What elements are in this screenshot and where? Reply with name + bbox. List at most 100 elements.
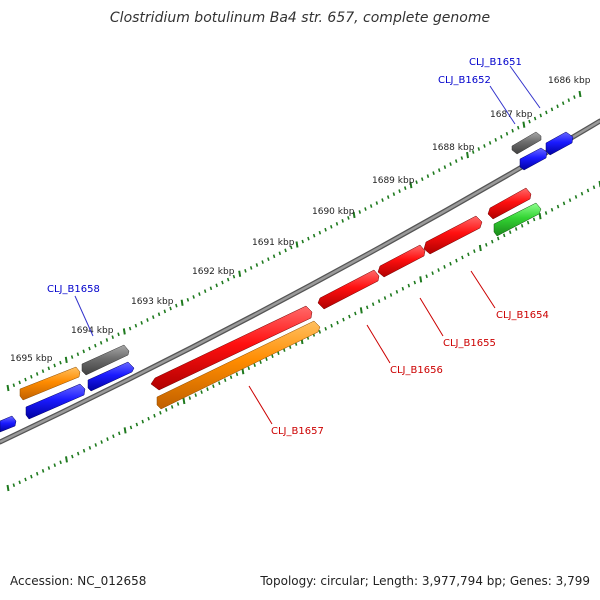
major-tick [122,328,126,335]
minor-tick [146,318,149,322]
genome-backbone [0,118,600,445]
minor-tick [461,255,464,260]
gene-blue[interactable] [0,415,17,433]
minor-tick [70,355,74,359]
minor-tick [163,309,167,314]
kbp-label: 1690 kbp [312,207,355,217]
minor-tick [471,150,475,154]
gene-red[interactable] [423,215,483,255]
gene-orange[interactable] [19,366,81,401]
minor-tick [253,363,256,368]
minor-tick [221,280,224,285]
map-title: Clostridium botulinum Ba4 str. 657, comp… [110,10,490,26]
gene-label-clj-b1655[interactable]: CLJ_B1655 [443,338,496,349]
kbp-scale: 1686 kbp 1687 kbp 1688 kbp 1689 kbp 1690… [10,76,591,364]
gene-gray[interactable] [511,131,542,155]
minor-tick [284,248,287,253]
minor-tick [267,257,270,261]
minor-tick [528,119,531,124]
minor-tick [209,286,213,291]
minor-tick [562,201,566,206]
minor-tick [255,263,259,267]
kbp-label: 1692 kbp [192,267,235,277]
minor-tick [580,191,584,196]
minor-tick [496,236,500,241]
kbp-label: 1691 kbp [252,238,295,248]
minor-tick [261,260,264,264]
minor-tick [94,443,98,447]
minor-tick [520,223,524,228]
minor-tick [539,113,542,118]
minor-tick [341,219,344,223]
minor-tick [550,207,554,212]
minor-tick [449,162,452,166]
major-tick [182,397,186,405]
minor-tick [511,128,514,133]
minor-tick [249,266,253,270]
gene-label-clj-b1651[interactable]: CLJ_B1651 [469,57,522,68]
gene-label-clj-b1652[interactable]: CLJ_B1652 [438,75,491,86]
minor-tick [169,306,172,311]
minor-tick [53,463,57,467]
minor-tick [140,321,143,325]
minor-tick [105,338,109,342]
major-tick [538,213,542,220]
gene-label-clj-b1656[interactable]: CLJ_B1656 [390,365,443,376]
minor-tick [198,292,201,296]
major-tick [409,181,413,189]
minor-tick [106,437,109,441]
minor-tick [386,195,390,199]
gene-blue[interactable] [25,383,86,420]
gene-label-clj-b1654[interactable]: CLJ_B1654 [496,310,549,321]
major-tick [359,307,363,314]
kbp-label: 1693 kbp [131,297,174,307]
minor-tick [401,286,405,291]
minor-tick [111,335,114,339]
minor-tick [392,192,396,196]
minor-tick [449,261,452,266]
gene-gray[interactable] [81,344,130,376]
minor-tick [568,198,572,202]
minor-tick [112,434,115,439]
minor-tick [443,165,447,169]
minor-tick [129,425,133,430]
minor-tick [12,483,16,487]
minor-tick [82,448,86,453]
minor-tick [135,422,139,427]
minor-tick [365,305,369,310]
minor-tick [592,185,596,190]
gene-red[interactable] [150,305,313,391]
gene-red[interactable] [317,269,380,310]
minor-tick [18,480,21,485]
minor-tick [277,351,280,355]
minor-tick [232,274,236,279]
gene-orange[interactable] [156,320,321,410]
gene-blue[interactable] [87,361,135,392]
minor-tick [545,110,548,115]
minor-tick [573,95,576,99]
minor-tick [508,230,512,234]
gene-label-clj-b1658[interactable]: CLJ_B1658 [47,284,100,295]
major-tick [578,90,582,98]
minor-tick [301,239,304,244]
minor-tick [99,341,103,345]
minor-tick [398,189,401,193]
minor-tick [290,245,293,250]
kbp-label: 1686 kbp [548,76,591,86]
minor-tick [330,323,333,328]
minor-tick [271,354,274,358]
minor-tick [533,116,537,121]
minor-tick [483,144,486,148]
minor-tick [421,177,424,181]
gene-blue[interactable] [545,131,574,156]
gene-red[interactable] [487,187,532,220]
minor-tick [432,171,435,175]
gene-label-clj-b1657[interactable]: CLJ_B1657 [271,426,324,437]
gene-blue[interactable] [519,147,548,171]
gene-green[interactable] [493,202,542,237]
minor-tick [203,289,207,294]
minor-tick [532,217,536,222]
minor-tick [283,348,286,352]
minor-tick [324,227,327,232]
gene-red[interactable] [377,244,426,278]
